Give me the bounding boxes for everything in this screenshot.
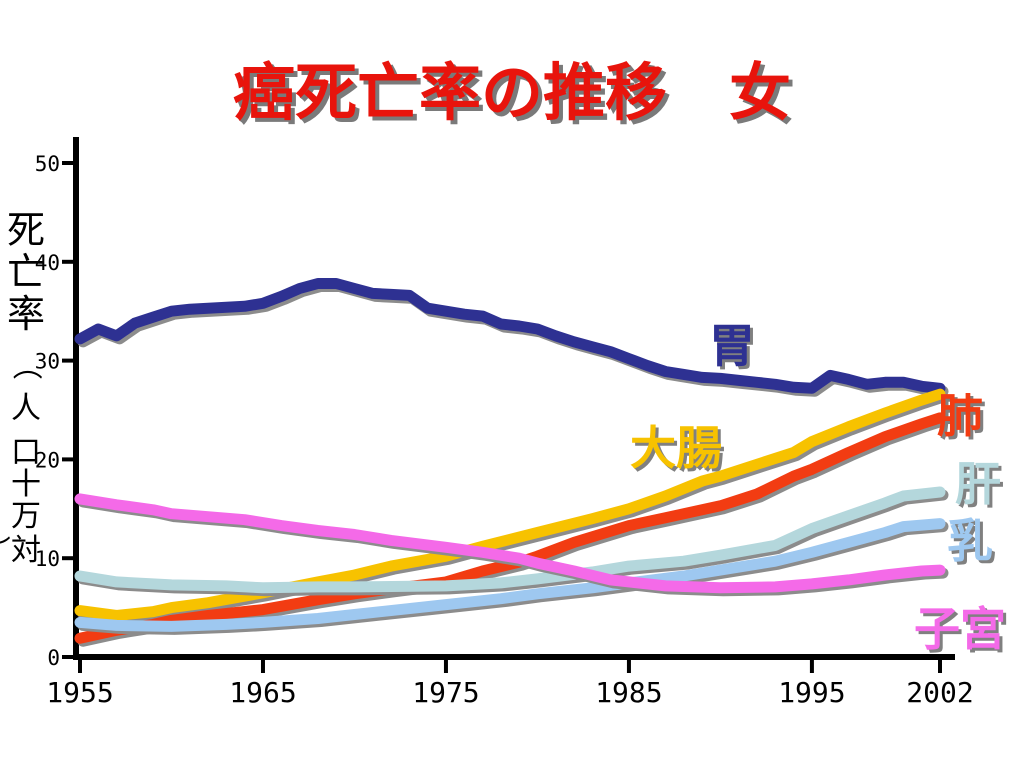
- y-tick-label: 50: [35, 152, 60, 176]
- x-tick-label: 1955: [46, 676, 113, 709]
- series-label-shadow: 胃: [712, 322, 758, 376]
- title-shadow: 癌死亡率の推移 女: [237, 60, 795, 133]
- series-子宮: [74, 493, 949, 597]
- series-label-shadow: 大腸: [633, 424, 725, 478]
- series-line: [74, 388, 946, 621]
- series-label-shadow: 乳: [950, 517, 996, 571]
- series-layer: [74, 278, 949, 647]
- series-line: [74, 493, 946, 594]
- series-label-shadow: 肺: [940, 392, 986, 446]
- y-axis-label-char: 対: [11, 533, 41, 568]
- y-tick-label: 40: [35, 251, 60, 275]
- series-line: [74, 518, 946, 632]
- axes: 0 10 20 30 40 50 1955 1965 1975 1985 1995 2002: [35, 137, 974, 709]
- series-label-乳: 乳: [947, 514, 993, 568]
- series-胃: [74, 278, 949, 397]
- y-axis-label-char: 亡: [7, 250, 45, 294]
- y-axis-label-char: 率: [7, 292, 45, 336]
- chart-title: 癌死亡率の推移 女: [233, 56, 791, 129]
- series-label-肺: 肺: [937, 389, 983, 443]
- y-axis-label-char: （: [8, 350, 43, 380]
- x-tick-label: 1985: [595, 676, 662, 709]
- series-line: [74, 412, 946, 644]
- x-tick-label: 1995: [778, 676, 845, 709]
- y-tick-label: 10: [35, 547, 60, 571]
- series-label-胃: 胃: [709, 319, 755, 373]
- y-tick-label: 20: [35, 448, 60, 472]
- y-tick-label: 0: [47, 646, 60, 670]
- series-line-shadow: [77, 281, 949, 397]
- y-axis-label-char: 十: [11, 467, 41, 502]
- series-label-子宮: 子宮: [914, 602, 1006, 656]
- series-大腸: [74, 388, 949, 624]
- series-乳: [74, 518, 949, 635]
- y-axis-label-char: 死: [7, 208, 45, 252]
- x-tick-label: 1965: [229, 676, 296, 709]
- y-axis-label-char: 口: [11, 435, 41, 470]
- series-label-肝: 肝: [955, 457, 1001, 511]
- y-axis-label-char: ）: [0, 535, 11, 565]
- series-label-shadow: 子宮: [917, 605, 1009, 659]
- y-axis-label-char: 人: [11, 391, 41, 426]
- x-tick-label: 2002: [906, 676, 973, 709]
- x-tick-label: 1975: [412, 676, 479, 709]
- y-axis-label-char: 万: [11, 499, 41, 534]
- series-line: [74, 278, 946, 394]
- series-label-shadow: 肝: [958, 460, 1004, 514]
- series-label-大腸: 大腸: [630, 421, 722, 475]
- y-tick-label: 30: [35, 350, 60, 374]
- title-group: 癌死亡率の推移 女 癌死亡率の推移 女: [233, 56, 795, 133]
